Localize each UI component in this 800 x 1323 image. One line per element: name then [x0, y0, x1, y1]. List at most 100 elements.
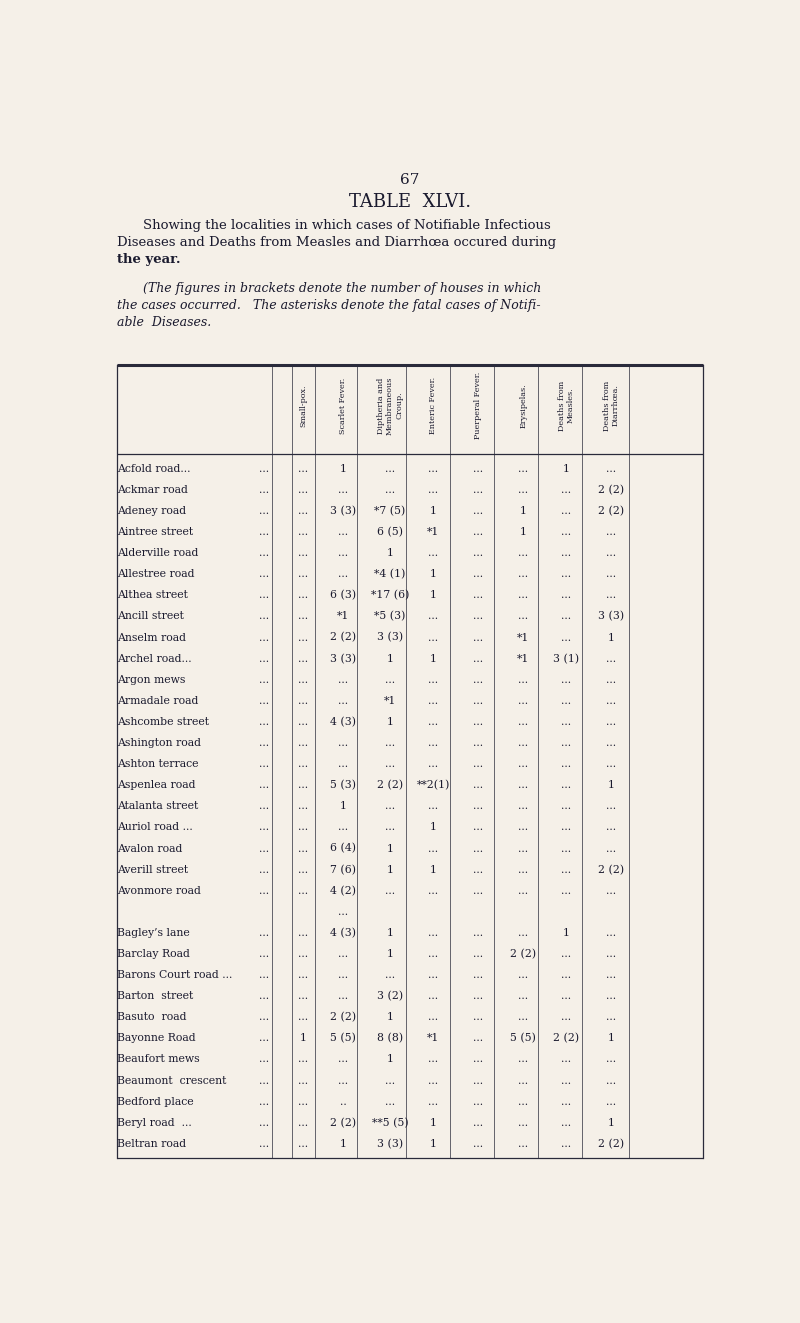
Text: ...: ... — [259, 464, 270, 474]
Text: 1: 1 — [386, 717, 394, 726]
Text: 1: 1 — [430, 654, 437, 664]
Text: ...: ... — [518, 823, 528, 832]
Text: ...: ... — [518, 675, 528, 685]
Text: ...: ... — [473, 1076, 483, 1086]
Text: ...: ... — [298, 696, 308, 706]
Text: ...: ... — [385, 1097, 395, 1106]
Text: ...: ... — [428, 675, 438, 685]
Text: 2 (2): 2 (2) — [598, 505, 625, 516]
Text: ...: ... — [562, 1012, 572, 1023]
Text: ...: ... — [385, 802, 395, 811]
Text: Acfold road...: Acfold road... — [117, 464, 190, 474]
Text: ...: ... — [298, 505, 308, 516]
Text: *4 (1): *4 (1) — [374, 569, 406, 579]
Text: ...: ... — [428, 759, 438, 769]
Text: 1: 1 — [386, 1012, 394, 1023]
Text: ...: ... — [259, 696, 270, 706]
Text: ...: ... — [259, 844, 270, 853]
Text: ...: ... — [562, 1054, 572, 1065]
Text: Avalon road: Avalon road — [117, 844, 182, 853]
Text: Ashton terrace: Ashton terrace — [117, 759, 198, 769]
Text: 3 (3): 3 (3) — [330, 505, 357, 516]
Text: Bagley’s lane: Bagley’s lane — [117, 927, 190, 938]
Text: *5 (3): *5 (3) — [374, 611, 406, 622]
Text: 2 (2): 2 (2) — [598, 1139, 625, 1148]
Text: ...: ... — [298, 527, 308, 537]
Text: ...: ... — [338, 1054, 349, 1065]
Text: ...: ... — [473, 991, 483, 1002]
Text: ...: ... — [473, 696, 483, 706]
Text: ...: ... — [298, 991, 308, 1002]
Text: ...: ... — [473, 885, 483, 896]
Text: Enteric Fever.: Enteric Fever. — [430, 377, 438, 434]
Text: ..: .. — [340, 1097, 346, 1106]
Text: Avonmore road: Avonmore road — [117, 885, 201, 896]
Text: ...: ... — [338, 569, 349, 579]
Text: ...: ... — [606, 590, 617, 601]
Text: ...: ... — [562, 569, 572, 579]
Text: 1: 1 — [386, 865, 394, 875]
Text: ...: ... — [259, 1076, 270, 1086]
Text: Beltran road: Beltran road — [117, 1139, 186, 1148]
Text: ...: ... — [562, 486, 572, 495]
Text: 1: 1 — [386, 548, 394, 558]
Text: Armadale road: Armadale road — [117, 696, 198, 706]
Text: Althea street: Althea street — [117, 590, 188, 601]
Text: Beaufort mews: Beaufort mews — [117, 1054, 200, 1065]
Text: 1: 1 — [608, 781, 615, 790]
Text: ...: ... — [473, 738, 483, 747]
Text: Erysipelas.: Erysipelas. — [519, 384, 527, 427]
Text: ...: ... — [606, 717, 617, 726]
Text: *1: *1 — [427, 1033, 439, 1044]
Text: ...: ... — [428, 738, 438, 747]
Text: ...: ... — [473, 632, 483, 643]
Text: ...: ... — [562, 844, 572, 853]
Text: ...: ... — [518, 1012, 528, 1023]
Text: ...: ... — [298, 823, 308, 832]
Text: ...: ... — [338, 527, 349, 537]
Text: *1: *1 — [517, 632, 530, 643]
Text: Ashcombe street: Ashcombe street — [117, 717, 209, 726]
Text: ...: ... — [385, 823, 395, 832]
Text: ...: ... — [473, 486, 483, 495]
Text: ...: ... — [428, 844, 438, 853]
Text: ...: ... — [298, 865, 308, 875]
Text: ...: ... — [473, 590, 483, 601]
Text: ...: ... — [562, 590, 572, 601]
Text: ...: ... — [298, 1118, 308, 1127]
Text: Alderville road: Alderville road — [117, 548, 198, 558]
Text: ...: ... — [259, 590, 270, 601]
Text: ...: ... — [298, 611, 308, 622]
Text: ...: ... — [259, 970, 270, 980]
Text: Small-pox.: Small-pox. — [300, 384, 308, 427]
Text: 1: 1 — [430, 569, 437, 579]
Text: ...: ... — [606, 1012, 617, 1023]
Text: Diseases and Deaths from Measles and Diarrhœa occured during: Diseases and Deaths from Measles and Dia… — [117, 235, 556, 249]
Text: ...: ... — [428, 717, 438, 726]
Text: ...: ... — [562, 696, 572, 706]
Text: ...: ... — [562, 885, 572, 896]
Text: ...: ... — [606, 696, 617, 706]
Text: 3 (1): 3 (1) — [554, 654, 580, 664]
Text: ...: ... — [518, 1076, 528, 1086]
Text: ...: ... — [338, 991, 349, 1002]
Text: ...: ... — [428, 970, 438, 980]
Text: ...: ... — [385, 486, 395, 495]
Text: ...: ... — [562, 1139, 572, 1148]
Text: ...: ... — [562, 823, 572, 832]
Text: ...: ... — [259, 823, 270, 832]
Text: ...: ... — [385, 738, 395, 747]
Text: ...: ... — [259, 1097, 270, 1106]
Text: ...: ... — [259, 611, 270, 622]
Text: ...: ... — [259, 486, 270, 495]
Text: ...: ... — [428, 464, 438, 474]
Text: Bayonne Road: Bayonne Road — [117, 1033, 196, 1044]
Text: ...: ... — [518, 717, 528, 726]
Text: ...: ... — [428, 1012, 438, 1023]
Text: *1: *1 — [517, 654, 530, 664]
Text: ...: ... — [606, 823, 617, 832]
Text: ...: ... — [298, 548, 308, 558]
Text: ...: ... — [562, 1118, 572, 1127]
Text: ...: ... — [562, 548, 572, 558]
Text: 1: 1 — [386, 1054, 394, 1065]
